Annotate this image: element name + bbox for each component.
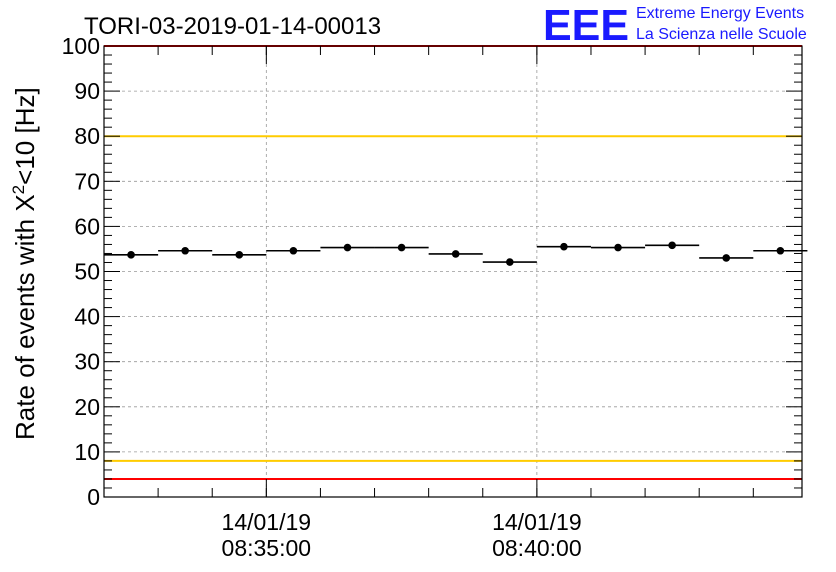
logo-line-1: Extreme Energy Events bbox=[636, 5, 804, 22]
y-tick-label: 70 bbox=[74, 168, 100, 194]
y-tick-label: 80 bbox=[74, 123, 100, 149]
y-tick-label: 40 bbox=[74, 304, 100, 330]
data-point bbox=[127, 251, 135, 259]
eee-logo: EEE Extreme Energy Events La Scienza nel… bbox=[543, 1, 807, 50]
y-tick-label: 0 bbox=[87, 484, 100, 510]
y-tick-label: 90 bbox=[74, 78, 100, 104]
data-point bbox=[397, 243, 406, 252]
y-tick-label: 30 bbox=[74, 349, 100, 375]
data-point bbox=[560, 242, 568, 251]
y-tick-label: 50 bbox=[74, 259, 100, 285]
x-tick-time: 08:40:00 bbox=[492, 535, 582, 561]
data-point bbox=[506, 258, 514, 266]
chart-title: TORI-03-2019-01-14-00013 bbox=[84, 13, 381, 40]
x-tick-date: 14/01/19 bbox=[492, 509, 582, 535]
data-point bbox=[289, 246, 298, 255]
data-point bbox=[668, 241, 676, 250]
y-tick-label: 10 bbox=[74, 439, 100, 465]
y-axis-label-sup: 2 bbox=[9, 185, 28, 194]
y-axis-label-tail: <10 [Hz] bbox=[10, 87, 40, 185]
y-axis-label-main: Rate of events with X bbox=[10, 194, 40, 440]
logo-letters: EEE bbox=[543, 1, 629, 50]
y-tick-label: 20 bbox=[74, 394, 100, 420]
data-point bbox=[451, 250, 460, 258]
data-point bbox=[343, 243, 352, 252]
reference-lines bbox=[104, 45, 802, 480]
data-point bbox=[181, 246, 189, 255]
data-point bbox=[235, 251, 244, 259]
logo-line-2: La Scienza nelle Scuole bbox=[636, 26, 807, 43]
y-tick-label: 100 bbox=[62, 33, 100, 59]
data-point bbox=[722, 254, 731, 262]
svg-text:Rate of events with X2<10 [Hz]: Rate of events with X2<10 [Hz] bbox=[9, 87, 40, 440]
y-axis-label: Rate of events with X2<10 [Hz] bbox=[9, 87, 40, 440]
x-tick-time: 08:35:00 bbox=[222, 535, 312, 561]
axes: 010203040506070809010014/01/1908:35:0014… bbox=[62, 33, 802, 561]
grid bbox=[104, 46, 802, 497]
x-tick-date: 14/01/19 bbox=[222, 509, 312, 535]
y-tick-label: 60 bbox=[74, 213, 100, 239]
data-series bbox=[104, 241, 808, 266]
data-point bbox=[776, 246, 785, 255]
data-point bbox=[614, 243, 622, 252]
